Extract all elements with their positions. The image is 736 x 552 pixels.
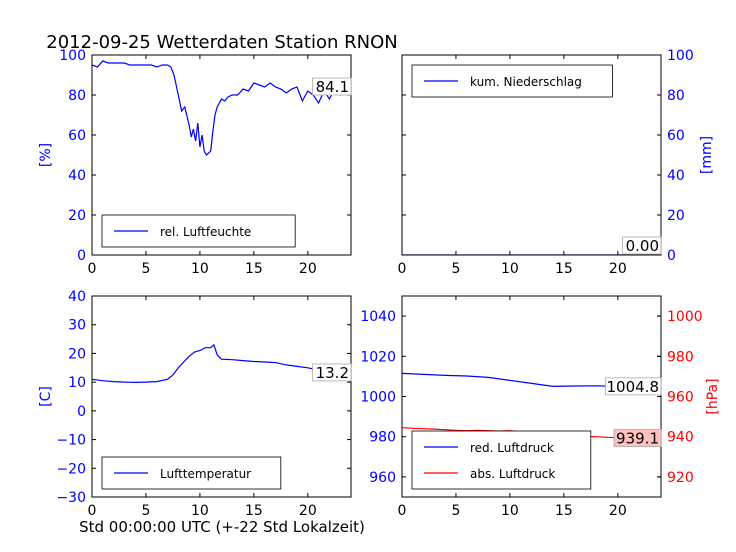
x-tick-label: 10	[191, 503, 209, 519]
value-annotation: 1004.8	[607, 378, 660, 396]
axes-frame	[91, 54, 352, 256]
value-annotation: 84.1	[316, 78, 349, 96]
y-tick-label: 1000	[360, 390, 396, 406]
x-tick-label: 15	[555, 261, 573, 277]
y-tick-label: 20	[68, 208, 86, 224]
y-tick-label: 10	[68, 375, 86, 391]
x-tick-label: 5	[141, 503, 150, 519]
y-tick-label: 40	[68, 168, 86, 184]
y-tick-label: −20	[56, 461, 86, 477]
legend-label: rel. Luftfeuchte	[160, 225, 251, 239]
x-tick-label: 5	[451, 261, 460, 277]
y-tick-label: 60	[68, 128, 86, 144]
y-axis-label: [%]	[38, 143, 54, 167]
axes-frame	[401, 54, 662, 256]
y-tick-label: −30	[56, 490, 86, 506]
y-tick-label: 80	[68, 88, 86, 104]
x-tick-label: 15	[245, 503, 263, 519]
y-tick-label: 20	[667, 208, 685, 224]
value-annotation-box	[312, 363, 352, 382]
x-tick-label: 0	[398, 261, 407, 277]
y-axis-label: [mm]	[699, 136, 715, 174]
y2-tick-label: 920	[667, 470, 694, 486]
y-tick-label: 100	[59, 48, 86, 64]
value-annotation-box	[622, 236, 662, 255]
x-axis-label: Std 00:00:00 UTC (+-22 Std Lokalzeit)	[79, 518, 365, 536]
chart-panel-top-left: 0 5 10 15 20 0 20 40 60 80 100 [%] 84.1 rel. Luftfeuc…	[38, 48, 352, 277]
x-tick-label: 15	[555, 503, 573, 519]
value-annotation: 13.2	[316, 364, 349, 382]
legend-label: kum. Niederschlag	[470, 75, 582, 89]
y-axis-label: [C]	[38, 386, 54, 407]
y-tick-label: −10	[56, 433, 86, 449]
value-annotation: 0.00	[626, 237, 659, 255]
legend: red. Luftdruck abs. Luftdruck	[411, 430, 592, 490]
value-annotation: 939.1	[616, 430, 659, 448]
y-tick-label: 1020	[360, 349, 396, 365]
x-tick-label: 0	[88, 261, 97, 277]
value-annotation-box	[605, 377, 662, 396]
y2-tick-label: 940	[667, 430, 694, 446]
y-tick-label: 100	[667, 48, 694, 64]
x-tick-label: 5	[451, 503, 460, 519]
x-tick-label: 5	[141, 261, 150, 277]
y-tick-label: 40	[68, 289, 86, 305]
legend-label: Lufttemperatur	[160, 467, 251, 481]
x-tick-label: 20	[299, 261, 317, 277]
x-tick-label: 20	[609, 503, 627, 519]
value-annotation-box	[613, 429, 662, 447]
y-tick-label: 60	[667, 128, 685, 144]
y-tick-label: 30	[68, 318, 86, 334]
y-tick-label: 0	[667, 248, 676, 264]
x-tick-label: 10	[501, 503, 519, 519]
x-tick-label: 10	[191, 261, 209, 277]
axes-frame	[91, 295, 352, 498]
x-tick-label: 10	[501, 261, 519, 277]
x-tick-label: 0	[88, 503, 97, 519]
legend-label: red. Luftdruck	[470, 441, 554, 455]
y-tick-label: 40	[667, 168, 685, 184]
legend: Lufttemperatur	[101, 456, 282, 490]
series-line-lufttemperatur	[92, 343, 351, 384]
y-tick-label: 1040	[360, 309, 396, 325]
y-tick-label: 0	[77, 248, 86, 264]
legend-frame	[411, 430, 592, 490]
x-tick-label: 15	[245, 261, 263, 277]
y-tick-label: 980	[369, 430, 396, 446]
y2-tick-label: 1000	[667, 309, 703, 325]
chart-panel-bottom-right: 0 5 10 15 20 960 980 1000 1020 1040 920 940 960 980 10…	[360, 295, 721, 519]
x-tick-label: 20	[299, 503, 317, 519]
legend-label: abs. Luftdruck	[470, 467, 555, 481]
y2-tick-label: 980	[667, 349, 694, 365]
y-tick-label: 80	[667, 88, 685, 104]
y2-axis-label: [hPa]	[705, 378, 721, 414]
legend: kum. Niederschlag	[411, 64, 613, 98]
chart-panel-bottom-left: 0 5 10 15 20 −30 −20 −10 0 10 20 30 40 [C] 13.2 Lufttem…	[38, 289, 352, 519]
y-tick-label: 20	[68, 346, 86, 362]
legend: rel. Luftfeuchte	[101, 214, 296, 248]
y-tick-label: 0	[77, 404, 86, 420]
series-line-rel-luftfeuchte	[92, 60, 351, 156]
figure-title: 2012-09-25 Wetterdaten Station RNON	[46, 32, 397, 53]
x-tick-label: 20	[609, 261, 627, 277]
y2-tick-label: 960	[667, 390, 694, 406]
value-annotation-box	[312, 77, 352, 96]
x-tick-label: 0	[398, 503, 407, 519]
chart-panel-top-right: 0 5 10 15 20 0 20 40 60 80 100 [mm] 0.00 kum. Nieders…	[398, 48, 715, 277]
y-tick-label: 960	[369, 470, 396, 486]
